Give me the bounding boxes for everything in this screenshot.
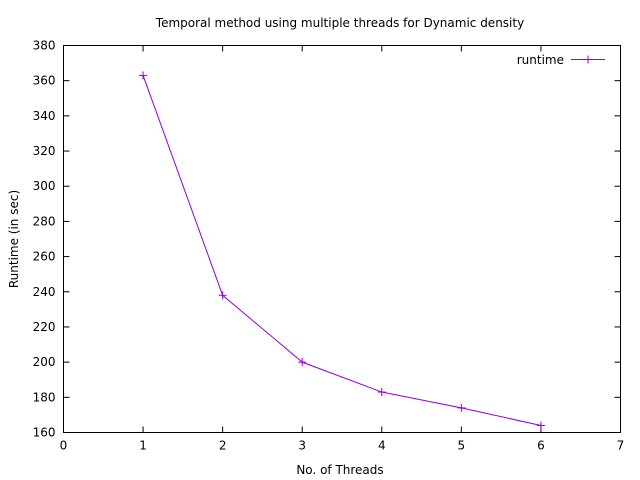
y-tick-label-280: 280 [33,214,56,228]
x-tick-label-1: 1 [139,439,147,453]
data-point-runtime-6 [536,421,545,430]
data-point-runtime-3 [298,358,307,367]
y-tick-label-380: 380 [33,39,56,53]
y-tick-label-240: 240 [33,285,56,299]
x-axis-label: No. of Threads [296,463,383,477]
y-tick-label-180: 180 [33,390,56,404]
y-tick-label-220: 220 [33,320,56,334]
y-tick-label-160: 160 [33,426,56,440]
x-tick-label-0: 0 [60,439,68,453]
legend: runtime [517,53,605,67]
y-axis-label: Runtime (in sec) [7,190,21,288]
series-line-runtime [142,75,542,426]
plot-area-border [63,45,621,433]
data-point-runtime-2 [218,291,227,300]
axis-ticks [63,45,621,433]
y-tick-label-260: 260 [33,250,56,264]
y-tick-label-320: 320 [33,144,56,158]
y-tick-label-300: 300 [33,179,56,193]
x-tick-label-2: 2 [219,439,227,453]
data-point-runtime-4 [377,388,386,397]
y-tick-label-200: 200 [33,355,56,369]
legend-label-runtime: runtime [517,53,564,67]
legend-marker-runtime [584,55,592,64]
x-tick-label-5: 5 [458,439,466,453]
y-tick-label-360: 360 [33,74,56,88]
data-point-runtime-5 [457,403,466,412]
axis-tick-labels: 0 1 2 3 4 5 6 7 160 180 200 220 240 260 280 300 320 340 36… [33,39,625,453]
x-tick-label-4: 4 [378,439,386,453]
y-tick-label-340: 340 [33,109,56,123]
x-tick-label-7: 7 [617,439,625,453]
data-point-runtime-1 [139,71,148,80]
chart-title: Temporal method using multiple threads f… [155,16,524,30]
series-layer [139,71,545,430]
x-tick-label-6: 6 [537,439,545,453]
x-tick-label-3: 3 [298,439,306,453]
